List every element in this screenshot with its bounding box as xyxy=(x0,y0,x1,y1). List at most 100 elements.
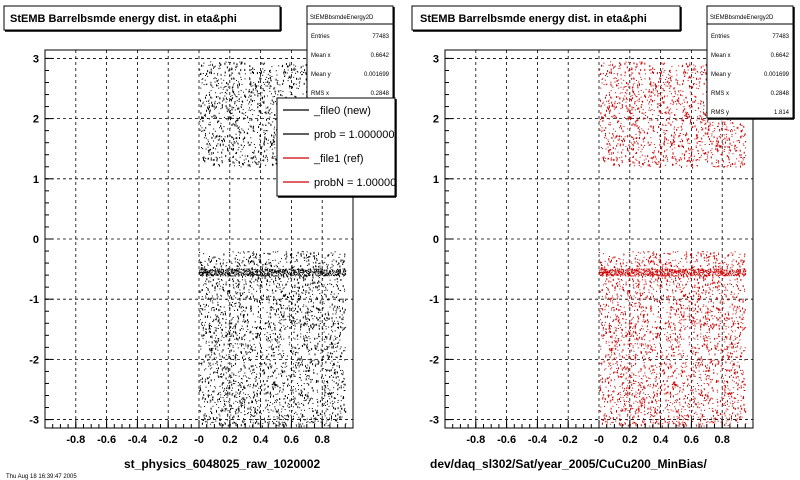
data-point xyxy=(204,421,206,423)
data-point xyxy=(253,262,255,265)
band-point xyxy=(220,274,222,276)
data-point xyxy=(259,143,261,146)
data-point xyxy=(218,68,220,70)
band-point xyxy=(282,269,284,271)
data-point xyxy=(272,156,274,157)
data-point xyxy=(251,287,253,289)
data-point xyxy=(291,398,293,400)
data-point xyxy=(311,290,313,292)
data-point xyxy=(283,422,285,424)
data-point xyxy=(253,69,255,70)
band-point xyxy=(326,270,328,272)
left-stats-name: StEMBbsmdeEnergy2D xyxy=(310,15,374,21)
data-point xyxy=(282,362,284,364)
data-point xyxy=(319,413,321,415)
data-point xyxy=(300,364,302,365)
data-point xyxy=(263,410,264,412)
data-point xyxy=(255,411,256,413)
data-point xyxy=(257,353,258,355)
data-point xyxy=(239,370,241,372)
band-point xyxy=(205,273,207,275)
data-point xyxy=(319,340,321,342)
data-point xyxy=(344,347,346,349)
data-point xyxy=(295,352,297,353)
data-point xyxy=(230,404,232,406)
data-point xyxy=(298,293,300,296)
band-point xyxy=(329,270,331,272)
left-legend-box[interactable] xyxy=(276,97,396,197)
data-point xyxy=(307,311,309,314)
data-point xyxy=(254,349,256,351)
data-point xyxy=(231,318,233,320)
band-point xyxy=(253,274,255,276)
data-point xyxy=(218,278,220,280)
left-stats-box[interactable] xyxy=(306,5,394,101)
data-point xyxy=(337,394,339,395)
data-point xyxy=(304,339,306,342)
data-point xyxy=(264,407,266,409)
data-point xyxy=(243,335,245,337)
data-point xyxy=(257,164,259,165)
data-point xyxy=(283,72,284,74)
band-point xyxy=(302,270,304,272)
data-point xyxy=(212,363,214,365)
data-point xyxy=(244,401,246,404)
data-point xyxy=(282,416,284,418)
data-point xyxy=(263,384,265,386)
band-point xyxy=(315,274,317,276)
data-point xyxy=(254,407,256,410)
data-point xyxy=(303,72,304,73)
data-point xyxy=(228,331,230,333)
data-point xyxy=(228,86,229,88)
data-point xyxy=(199,259,200,261)
data-point xyxy=(242,100,244,103)
data-point xyxy=(230,261,232,263)
data-point xyxy=(210,365,212,367)
data-point xyxy=(293,310,295,312)
left-title-box[interactable] xyxy=(3,5,281,31)
data-point xyxy=(249,107,251,109)
data-point xyxy=(343,378,345,380)
data-point xyxy=(216,340,218,343)
data-point xyxy=(259,165,261,168)
data-point xyxy=(302,292,304,294)
data-point xyxy=(261,277,263,279)
data-point xyxy=(278,316,280,318)
data-point xyxy=(281,414,283,416)
data-point xyxy=(339,335,340,338)
data-point xyxy=(284,254,286,256)
data-point xyxy=(302,394,303,397)
data-point xyxy=(281,338,282,340)
data-point xyxy=(257,94,259,97)
data-point xyxy=(219,127,221,129)
band-point xyxy=(237,273,239,275)
data-point xyxy=(305,78,307,81)
data-point xyxy=(260,259,261,261)
data-point xyxy=(248,103,250,105)
data-point xyxy=(201,334,203,337)
band-point xyxy=(326,273,328,275)
data-point xyxy=(235,96,237,98)
band-point xyxy=(320,268,322,270)
band-point xyxy=(343,275,345,277)
data-point xyxy=(258,110,260,111)
data-point xyxy=(211,295,213,297)
data-point xyxy=(290,253,291,256)
data-point xyxy=(278,409,279,411)
data-point xyxy=(221,329,223,331)
data-point xyxy=(260,111,262,114)
data-point xyxy=(232,354,234,356)
data-point xyxy=(340,400,342,402)
data-point xyxy=(296,322,298,324)
data-point xyxy=(283,362,285,364)
data-point xyxy=(209,256,210,257)
data-point xyxy=(253,110,255,112)
data-point xyxy=(277,287,279,289)
data-point xyxy=(306,376,308,378)
data-point xyxy=(309,398,311,401)
data-point xyxy=(308,287,310,289)
data-point xyxy=(266,332,268,334)
data-point xyxy=(298,366,300,368)
data-point xyxy=(209,322,211,324)
band-point xyxy=(218,270,220,272)
